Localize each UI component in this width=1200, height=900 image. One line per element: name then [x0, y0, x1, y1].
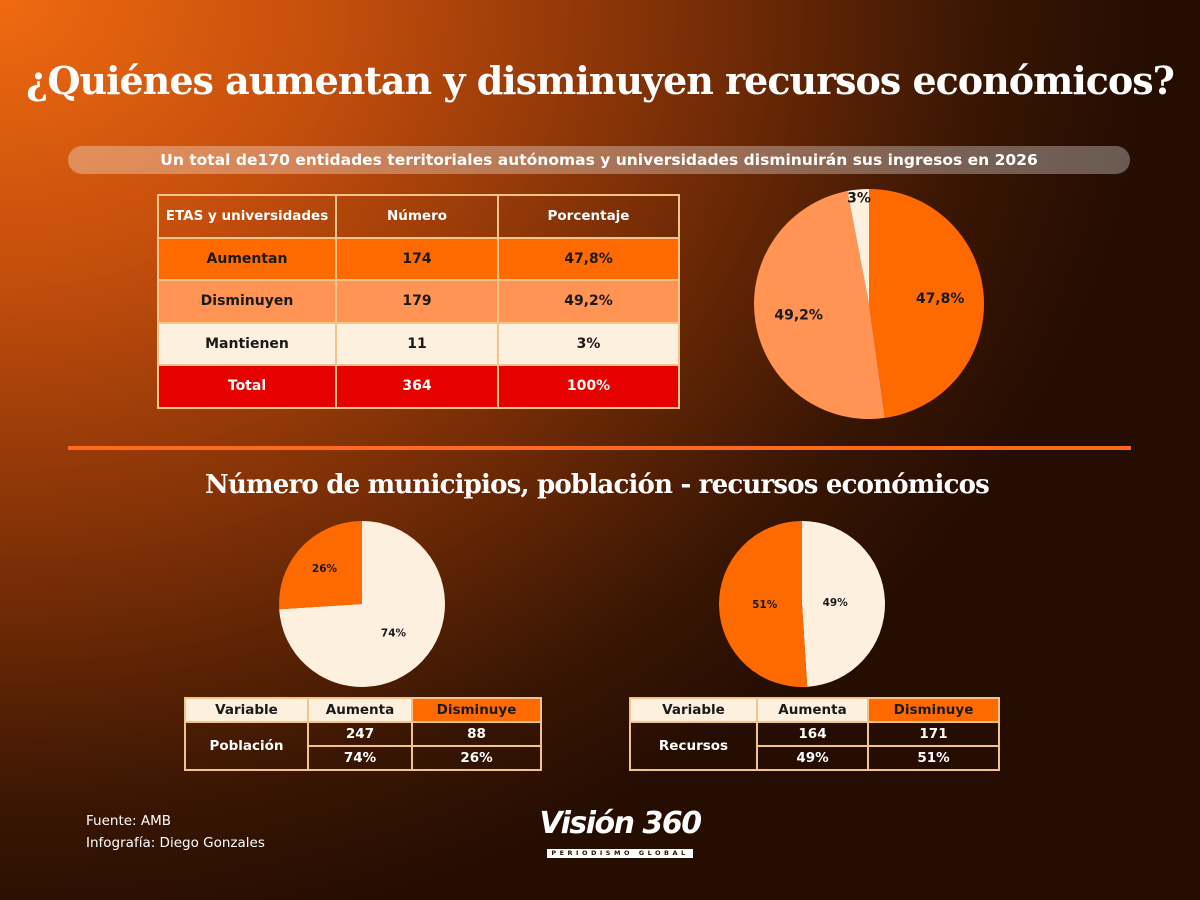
variable-label: Población: [184, 721, 309, 771]
page-title: ¿Quiénes aumentan y disminuyen recursos …: [26, 58, 1175, 103]
pie-chart-recursos: 49% 51%: [718, 521, 885, 687]
pie-chart-etas: 47,8% 49,2% 3%: [754, 189, 984, 419]
table-header-row: ETAS y universidades Número Porcentaje: [157, 194, 680, 239]
table-row: Aumentan 174 47,8%: [157, 236, 680, 281]
count-aumenta: 247: [307, 721, 413, 747]
subtitle-banner: Un total de170 entidades territoriales a…: [68, 146, 1130, 174]
pct-disminuye: 26%: [411, 745, 542, 771]
row-percent: 3%: [497, 321, 680, 366]
pct-disminuye: 51%: [867, 745, 1000, 771]
recursos-table: Variable Aumenta Disminuye Recursos 164 …: [629, 697, 1000, 771]
table-row: Disminuyen 179 49,2%: [157, 279, 680, 324]
pct-aumenta: 49%: [756, 745, 869, 771]
pie-label-mantienen: 3%: [847, 191, 871, 207]
variable-label: Recursos: [629, 721, 758, 771]
section-divider: [68, 446, 1131, 450]
table-row-total: Total 364 100%: [157, 364, 680, 409]
pie-slice-aumenta: [802, 521, 885, 687]
row-label: Aumentan: [157, 236, 337, 281]
header-cell: Disminuye: [867, 697, 1000, 723]
pie-label-aumentan: 47,8%: [916, 291, 965, 307]
row-number: 179: [335, 279, 499, 324]
header-cell: Variable: [629, 697, 758, 723]
pie-label-disminuye: 26%: [312, 563, 338, 575]
row-label: Disminuyen: [157, 279, 337, 324]
count-aumenta: 164: [756, 721, 869, 747]
header-cell: Aumenta: [307, 697, 413, 723]
pie-slice-disminuye: [718, 521, 808, 687]
pie-label-aumenta: 74%: [381, 628, 407, 640]
pie-slice-disminuye: [279, 521, 362, 610]
pie-slice-mantienen: [847, 189, 869, 304]
poblacion-table: Variable Aumenta Disminuye Población 247…: [184, 697, 542, 771]
row-label: Mantienen: [157, 321, 337, 366]
count-disminuye: 88: [411, 721, 542, 747]
etas-table: ETAS y universidades Número Porcentaje A…: [157, 194, 680, 409]
source-text: Fuente: AMB: [86, 813, 172, 829]
pie-slice-disminuyen: [754, 191, 885, 419]
logo-text: Visión 360: [539, 806, 702, 841]
count-disminuye: 171: [867, 721, 1000, 747]
header-cell: Variable: [184, 697, 309, 723]
header-cell: Porcentaje: [497, 194, 680, 239]
logo-tagline: PERIODISMO GLOBAL: [547, 849, 693, 858]
row-percent: 100%: [497, 364, 680, 409]
row-number: 174: [335, 236, 499, 281]
row-number: 364: [335, 364, 499, 409]
row-percent: 49,2%: [497, 279, 680, 324]
header-cell: Disminuye: [411, 697, 542, 723]
header-cell: Número: [335, 194, 499, 239]
header-cell: ETAS y universidades: [157, 194, 337, 239]
pie-slice-aumenta: [279, 521, 445, 687]
credits: Fuente: AMB Infografía: Diego Gonzales: [86, 810, 265, 854]
header-cell: Aumenta: [756, 697, 869, 723]
pct-aumenta: 74%: [307, 745, 413, 771]
pie-label-disminuye: 51%: [752, 599, 778, 611]
pie-label-disminuyen: 49,2%: [774, 308, 823, 324]
credit-text: Infografía: Diego Gonzales: [86, 835, 265, 851]
pie-slice-aumentan: [869, 189, 984, 418]
pie-chart-poblacion: 74% 26%: [279, 521, 445, 687]
pie-label-aumenta: 49%: [823, 597, 849, 609]
table-row: Mantienen 11 3%: [157, 321, 680, 366]
brand-logo: Visión 360 PERIODISMO GLOBAL: [530, 808, 710, 859]
row-label: Total: [157, 364, 337, 409]
section-title: Número de municipios, población - recurs…: [204, 470, 990, 500]
row-percent: 47,8%: [497, 236, 680, 281]
row-number: 11: [335, 321, 499, 366]
